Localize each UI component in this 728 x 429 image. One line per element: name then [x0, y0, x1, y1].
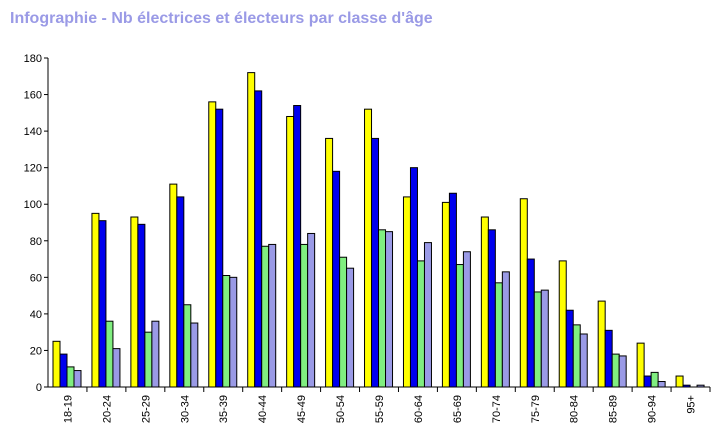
bar [462, 251, 471, 388]
bar [293, 105, 302, 388]
bar [526, 258, 535, 388]
chart-title: Infographie - Nb électrices et électeurs… [10, 10, 433, 27]
bar [91, 212, 100, 388]
bar [229, 276, 238, 388]
bar [423, 242, 432, 388]
bar [480, 216, 489, 388]
bar [332, 170, 341, 388]
bar [151, 320, 160, 388]
y-tick-label: 100 [24, 199, 42, 211]
bar [572, 324, 581, 388]
bar [448, 192, 457, 388]
bar [487, 229, 496, 388]
x-tick-label: 85-89 [608, 395, 620, 423]
y-tick-label: 160 [24, 90, 42, 102]
bar [169, 183, 178, 388]
bar [519, 198, 528, 388]
bar [215, 108, 224, 388]
bar [378, 229, 387, 388]
bar [346, 267, 355, 388]
x-tick-label: 50-54 [335, 395, 347, 423]
bar [604, 329, 613, 388]
bar [144, 331, 153, 388]
x-tick-label: 35-39 [218, 395, 230, 423]
bar [261, 245, 270, 388]
bar [409, 167, 418, 388]
y-tick-label: 40 [30, 309, 42, 321]
y-tick-label: 120 [24, 163, 42, 175]
bar [371, 137, 380, 388]
bar [176, 196, 185, 388]
bar [254, 90, 263, 388]
bar [286, 115, 295, 388]
bar [59, 353, 68, 388]
bar [643, 375, 652, 388]
x-axis: 18-19 20-24 25-29 30-34 35-39 40-44 45-49 50-54… [48, 386, 711, 423]
bar [339, 256, 348, 388]
bar [137, 223, 146, 388]
x-tick-label: 75-79 [530, 395, 542, 423]
y-tick-label: 60 [30, 272, 42, 284]
x-tick-label: 60-64 [413, 395, 425, 423]
bar [208, 101, 217, 388]
bar [300, 243, 309, 388]
bar [52, 340, 61, 388]
bar [98, 220, 107, 388]
bar [325, 137, 334, 388]
y-tick-label: 180 [24, 53, 42, 65]
bar [455, 264, 464, 388]
x-tick-label: 30-34 [179, 395, 191, 423]
bar [494, 282, 503, 388]
bar [130, 216, 139, 388]
x-tick-label: 20-24 [101, 395, 113, 423]
bar [650, 371, 659, 388]
bar [183, 304, 192, 388]
bar [636, 342, 645, 388]
bar [222, 275, 231, 388]
bar [540, 289, 549, 388]
y-tick-label: 80 [30, 236, 42, 248]
y-axis: 0 20 40 60 80 100 120 140 160 180 [24, 53, 49, 394]
bar [73, 370, 82, 388]
bar [657, 381, 666, 388]
y-tick-label: 0 [36, 382, 42, 394]
bar [364, 108, 373, 388]
x-tick-label: 25-29 [140, 395, 152, 423]
bars [52, 72, 705, 388]
bar [682, 384, 691, 388]
bar [307, 232, 316, 388]
x-tick-label: 65-69 [452, 395, 464, 423]
y-tick-label: 140 [24, 126, 42, 138]
bar [385, 231, 394, 388]
bar [105, 320, 114, 388]
x-tick-label: 95+ [686, 395, 698, 414]
bar [597, 300, 606, 388]
bar [247, 72, 256, 388]
bar [190, 322, 199, 388]
x-tick-label: 80-84 [569, 395, 581, 423]
bar [66, 366, 75, 388]
bar [618, 355, 627, 388]
bar [501, 271, 510, 388]
x-tick-label: 45-49 [296, 395, 308, 423]
x-tick-label: 18-19 [62, 395, 74, 423]
bar [441, 201, 450, 388]
y-tick-label: 20 [30, 345, 42, 357]
x-tick-label: 40-44 [257, 395, 269, 423]
bar [533, 291, 542, 388]
bar [579, 333, 588, 388]
bar [416, 260, 425, 388]
x-tick-label: 70-74 [491, 395, 503, 423]
x-tick-label: 90-94 [647, 395, 659, 423]
bar [611, 353, 620, 388]
bar [402, 196, 411, 388]
bar [268, 243, 277, 388]
bar [675, 375, 684, 388]
bar [558, 260, 567, 388]
bar [112, 348, 121, 388]
x-tick-label: 55-59 [374, 395, 386, 423]
bar [565, 309, 574, 388]
bar [696, 384, 705, 388]
